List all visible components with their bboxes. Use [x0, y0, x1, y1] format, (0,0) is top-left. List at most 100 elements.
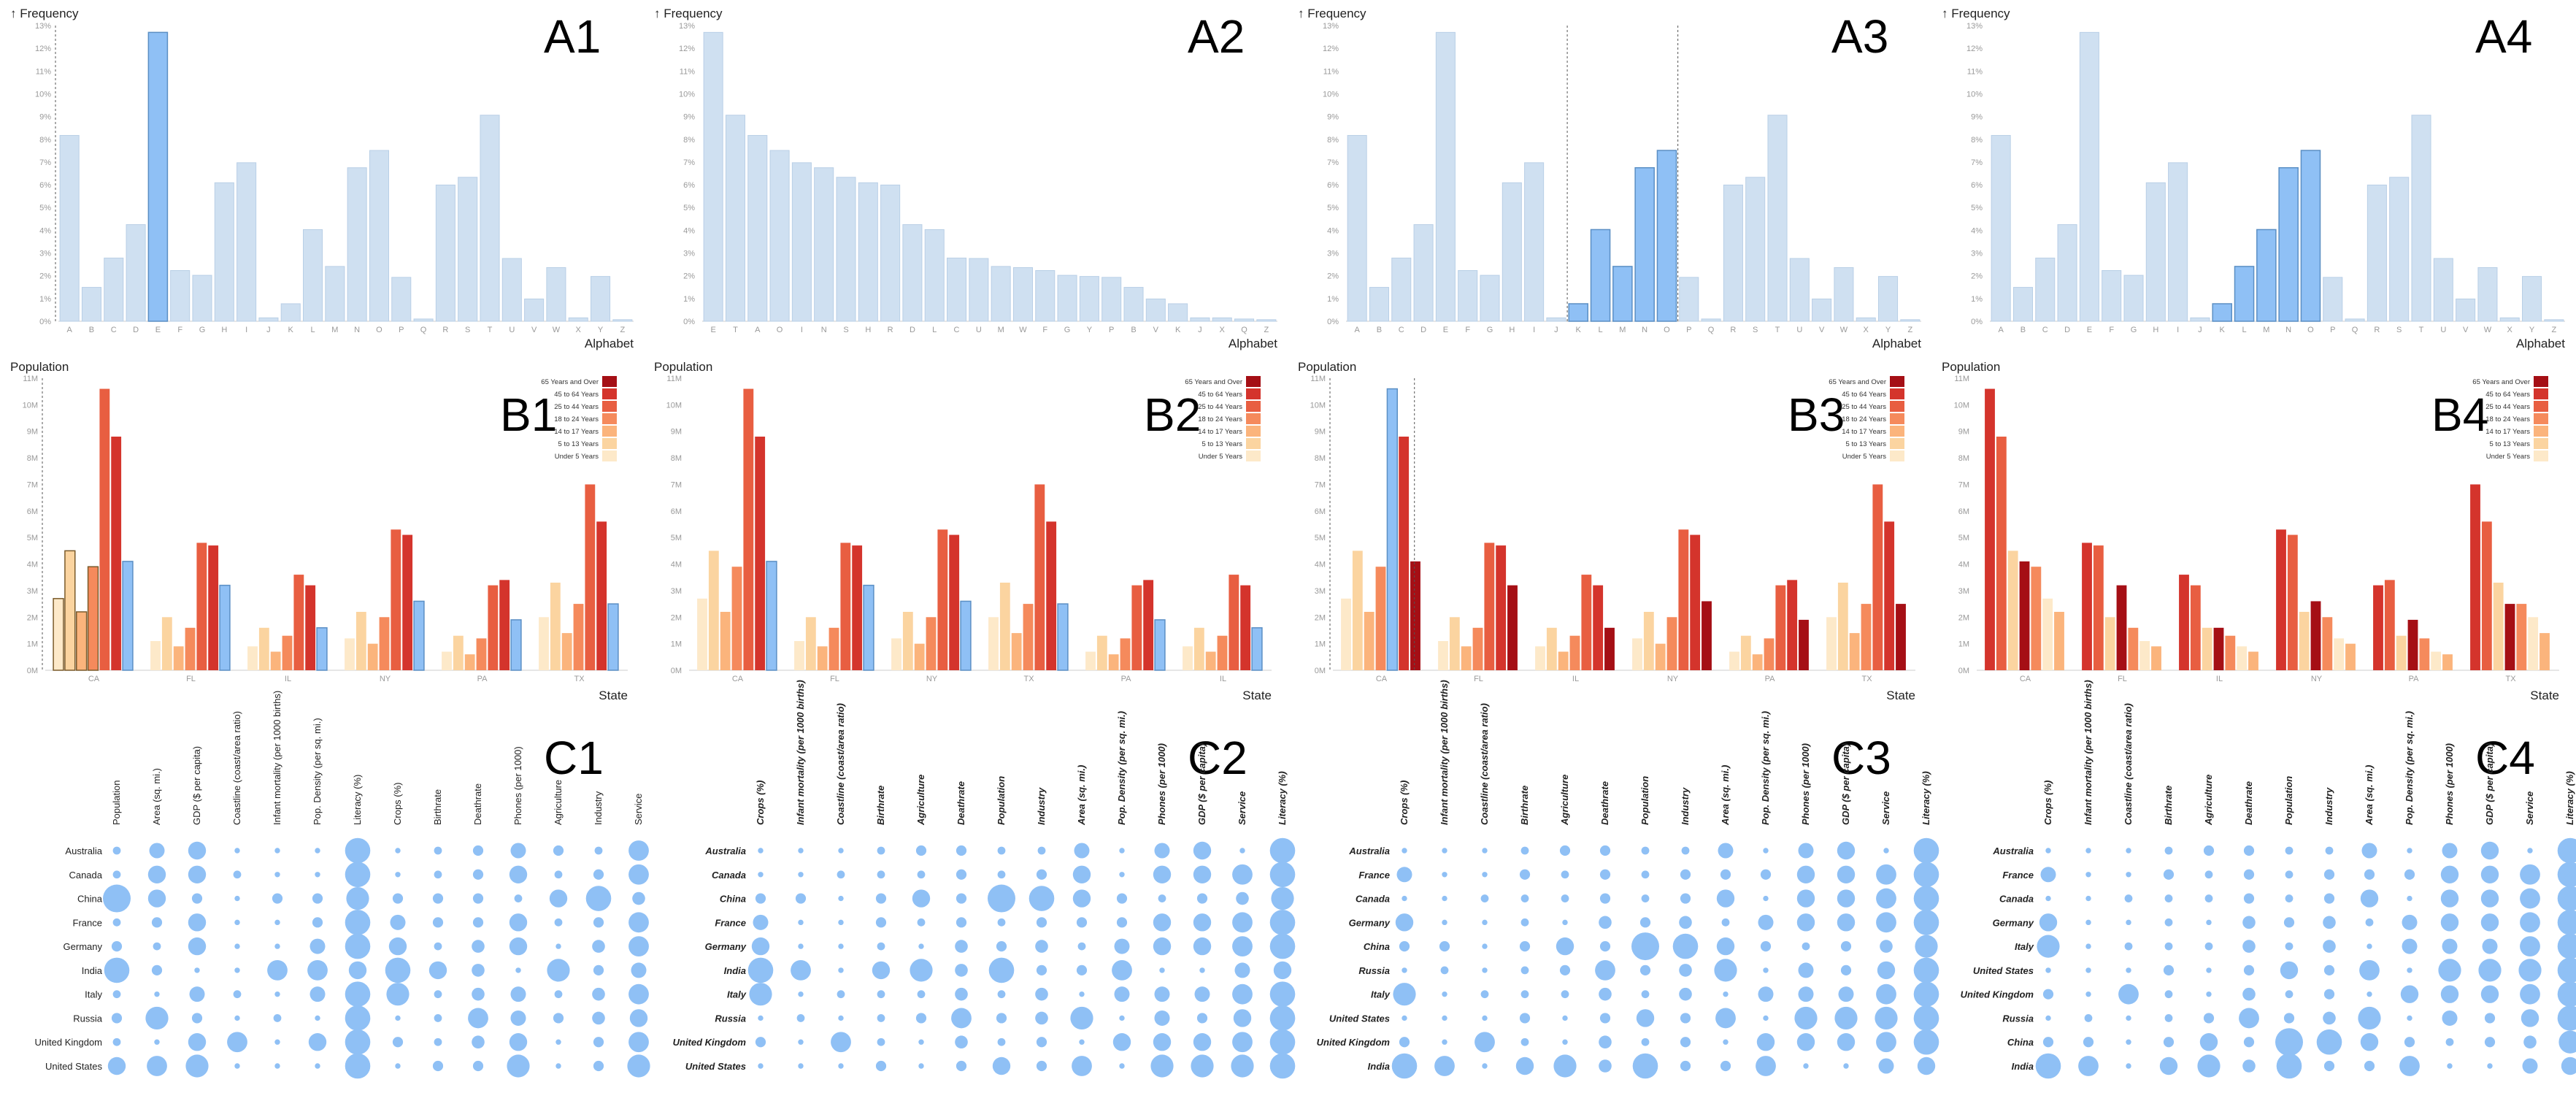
matrix-dot — [2085, 919, 2091, 926]
row-label: France — [1358, 870, 1390, 881]
matrix-dot — [1798, 962, 1814, 978]
matrix-dot — [2163, 869, 2175, 880]
matrix-dot — [1269, 1029, 1296, 1055]
matrix-dot — [1112, 1033, 1131, 1051]
y-tick-label: 5% — [683, 204, 695, 212]
x-tick-label: O — [777, 326, 783, 334]
matrix-dot — [2480, 841, 2499, 860]
matrix-dot — [1150, 1054, 1174, 1078]
bar-r — [2367, 184, 2387, 322]
bar-ca-4 — [1386, 388, 1398, 671]
x-tick-label: G — [199, 326, 206, 334]
bar-r — [880, 184, 901, 322]
matrix-dot — [1520, 918, 1529, 927]
bar-il-3 — [282, 635, 293, 670]
legend-swatch — [2534, 413, 2548, 424]
matrix-dot — [877, 846, 885, 855]
bar-ca-4 — [99, 388, 110, 670]
row-label: Australia — [65, 845, 102, 856]
matrix-dot — [1559, 964, 1571, 975]
matrix-dot — [1119, 872, 1125, 878]
bar-pa-5 — [1143, 580, 1154, 670]
bar-tx-4 — [585, 484, 596, 670]
column-label: Coastline (coast/area ratio) — [1479, 703, 1490, 825]
row-label: United States — [685, 1061, 746, 1072]
matrix-dot — [1072, 865, 1091, 883]
bar-ny-3 — [2310, 601, 2321, 670]
bar-il-1 — [1193, 627, 1204, 670]
matrix-dot — [1680, 1060, 1691, 1072]
row-label: Italy — [2015, 941, 2034, 952]
bar-j — [1190, 317, 1210, 322]
bar-x — [568, 317, 588, 322]
matrix-dot — [1599, 941, 1611, 952]
bar-n — [814, 167, 834, 322]
matrix-dot — [2520, 936, 2540, 957]
bar-pa-1 — [1740, 635, 1751, 670]
bar-i — [237, 162, 257, 322]
bar-il-1 — [258, 627, 269, 670]
x-axis-label: State — [2530, 689, 2559, 702]
matrix-dot — [1876, 983, 1896, 1005]
column-label: Literacy (%) — [1277, 771, 1288, 825]
x-tick-label: L — [2242, 326, 2246, 334]
bar-p — [1101, 277, 1122, 322]
bar-j — [1546, 317, 1566, 322]
bar-o — [2300, 150, 2321, 322]
matrix-dot — [390, 914, 406, 930]
y-tick-label: 2% — [39, 272, 51, 281]
matrix-dot — [112, 870, 121, 879]
bar-fl-1 — [1449, 617, 1460, 670]
column-label: Phones (per 1000) — [512, 746, 523, 825]
bar-b — [81, 287, 101, 322]
y-tick-label: 12% — [35, 45, 51, 53]
x-tick-label: Z — [1264, 326, 1269, 334]
column-label: Deathrate — [472, 783, 483, 825]
x-tick-label: IL — [1572, 675, 1579, 683]
matrix-dot — [1599, 987, 1612, 1001]
matrix-dot — [2442, 938, 2458, 954]
legend-label: 5 to 13 Years — [558, 440, 599, 448]
matrix-dot — [1196, 893, 1208, 904]
matrix-dot — [1599, 869, 1611, 880]
matrix-dot — [307, 959, 328, 981]
matrix-dot — [2557, 933, 2576, 959]
matrix-dot — [2518, 959, 2542, 982]
column-label: Infant mortality (per 1000 births) — [1439, 680, 1450, 825]
bar-tx-5 — [1046, 521, 1057, 670]
bar-pa-6 — [2442, 654, 2453, 670]
legend-label: 5 to 13 Years — [1846, 440, 1887, 448]
matrix-dot — [2083, 1037, 2094, 1048]
x-tick-label: CA — [88, 675, 100, 683]
x-axis-label: State — [1886, 689, 1915, 702]
matrix-dot — [2561, 1056, 2576, 1075]
matrix-dot — [2084, 1014, 2093, 1022]
matrix-dot — [1434, 1056, 1455, 1076]
row-label: Germany — [1993, 917, 2034, 928]
panel-label: C2 — [1188, 732, 1247, 784]
bar-w — [2477, 266, 2498, 322]
matrix-dot — [2239, 1008, 2259, 1029]
bar-il-5 — [1593, 585, 1604, 670]
row-label: Australia — [1992, 845, 2034, 856]
population-panel-b1: Population 0M 1M 2M 3M 4M 5M 6M 7M 8M 9M 10M 11M CA FL… — [10, 360, 628, 702]
matrix-dot — [1112, 959, 1132, 981]
matrix-dot — [629, 1009, 648, 1027]
matrix-dot — [1439, 941, 1450, 952]
matrix-dot — [514, 894, 523, 902]
matrix-dot — [1232, 1032, 1253, 1053]
y-axis-label: Population — [654, 360, 712, 374]
matrix-dot — [1402, 848, 1407, 854]
x-tick-label: I — [245, 326, 247, 334]
column-label: Industry — [593, 791, 604, 825]
matrix-dot — [2316, 1029, 2342, 1055]
matrix-dot — [1838, 986, 1854, 1002]
matrix-dot — [2440, 985, 2459, 1003]
matrix-dot — [955, 1035, 968, 1049]
matrix-dot — [1232, 912, 1253, 933]
matrix-dot — [593, 964, 604, 975]
matrix-dot — [2203, 845, 2215, 856]
column-label: Phones (per 1000) — [1156, 743, 1167, 825]
matrix-dot — [2438, 959, 2461, 982]
matrix-dot — [1837, 913, 1856, 932]
